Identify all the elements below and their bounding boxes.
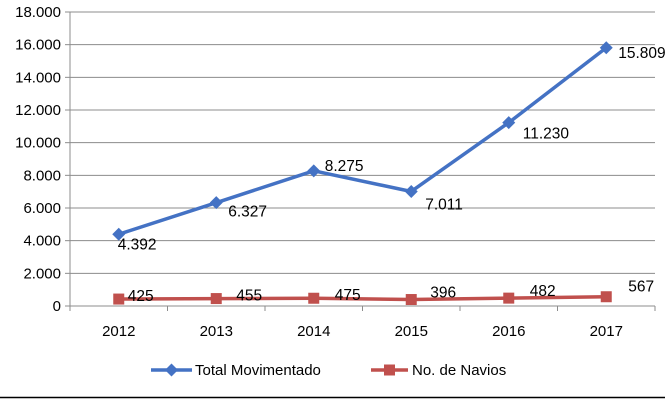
- x-tick-label: 2012: [102, 323, 135, 340]
- gridlines: [70, 11, 655, 274]
- x-tick-label: 2015: [395, 323, 428, 340]
- legend-label: No. de Navios: [412, 362, 506, 379]
- total-movimentado-point: [209, 196, 223, 210]
- x-tick-label: 2014: [297, 323, 330, 340]
- x-tick-label: 2013: [200, 323, 233, 340]
- no-de-navios-point: [405, 294, 417, 306]
- data-label: 6.327: [228, 204, 267, 221]
- y-tick-label: 0: [53, 298, 61, 315]
- x-tick-label: 2017: [590, 323, 623, 340]
- x-axis-ticks: 2012 2013 2014 2015 2016 2017: [69, 306, 656, 340]
- data-label: 425: [128, 288, 154, 305]
- data-label: 475: [335, 287, 361, 304]
- no-de-navios-point: [503, 292, 515, 304]
- legend-swatch-marker: [384, 364, 395, 376]
- no-de-navios-point: [308, 292, 320, 304]
- y-tick-label: 4.000: [23, 233, 61, 250]
- no-de-navios-point: [600, 291, 612, 303]
- y-tick-label: 12.000: [15, 102, 61, 119]
- total-movimentado-point: [502, 116, 516, 130]
- data-label: 567: [628, 279, 654, 296]
- data-label: 455: [236, 288, 262, 305]
- y-tick-label: 18.000: [15, 4, 61, 21]
- data-label: 4.392: [118, 236, 157, 253]
- total-movimentado-point: [307, 164, 321, 178]
- y-axis-ticks: 0 2.000 4.000 6.000 8.000 10.000 12.000 14.000 1…: [15, 4, 70, 315]
- no-de-navios-point: [210, 293, 222, 305]
- y-tick-label: 8.000: [23, 167, 61, 184]
- total-movimentado-point: [404, 184, 418, 198]
- data-label: 8.275: [325, 158, 364, 175]
- data-label: 11.230: [523, 126, 570, 143]
- legend-label: Total Movimentado: [195, 362, 321, 379]
- data-label: 15.809: [618, 45, 665, 62]
- legend: Total Movimentado No. de Navios: [151, 362, 506, 379]
- data-label: 396: [430, 285, 456, 302]
- no-de-navios-point: [113, 293, 125, 305]
- y-tick-label: 6.000: [23, 200, 61, 217]
- y-tick-label: 14.000: [15, 69, 61, 86]
- total-movimentado-point: [112, 227, 126, 241]
- data-label: 482: [530, 283, 556, 300]
- series-layer: [112, 41, 613, 306]
- y-tick-label: 16.000: [15, 37, 61, 54]
- y-tick-label: 2.000: [23, 265, 61, 282]
- y-tick-label: 10.000: [15, 135, 61, 152]
- total-movimentado-point: [599, 41, 613, 55]
- series-line-total-movimentado: [118, 46, 608, 236]
- data-labels: 4.392 6.327 8.275 7.011 11.230 15.809 425 455 47…: [118, 45, 665, 305]
- series-line-no-de-navios: [118, 294, 607, 302]
- data-label: 7.011: [425, 196, 463, 213]
- legend-swatch-marker: [165, 363, 178, 377]
- x-tick-label: 2016: [492, 323, 525, 340]
